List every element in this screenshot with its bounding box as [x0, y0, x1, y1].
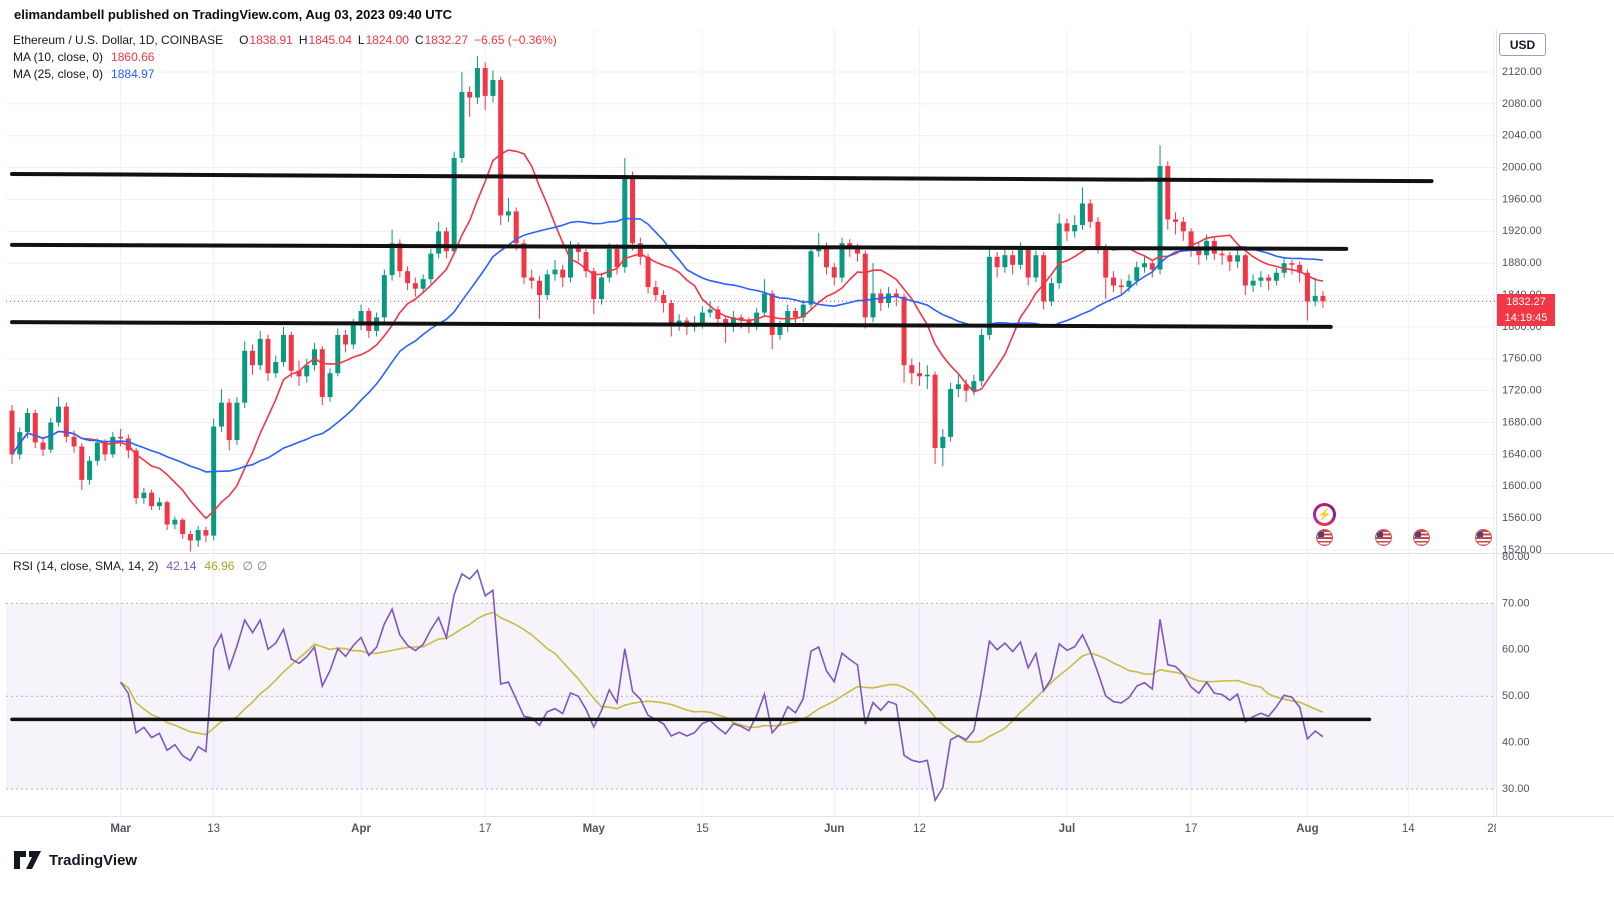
rsi-label[interactable]: RSI (14, close, SMA, 14, 2) [13, 558, 159, 573]
open-label: O [239, 32, 249, 47]
open-value: 1838.91 [249, 32, 293, 47]
last-price-value: 1832.27 [1497, 294, 1555, 310]
svg-text:60.00: 60.00 [1502, 644, 1530, 656]
tradingview-brand-text: TradingView [49, 851, 138, 869]
lightning-event-icon[interactable]: ⚡ [1313, 503, 1336, 526]
ma10-value: 1860.66 [111, 49, 155, 64]
svg-text:17: 17 [1185, 823, 1198, 835]
svg-text:Jul: Jul [1059, 823, 1076, 835]
currency-usd-button[interactable]: USD [1499, 33, 1546, 56]
svg-text:2080.00: 2080.00 [1502, 98, 1542, 110]
rsi-hidden-value-icon: ∅ [242, 558, 253, 573]
svg-text:70.00: 70.00 [1502, 597, 1530, 609]
svg-text:1600.00: 1600.00 [1502, 480, 1542, 492]
ma25-value: 1884.97 [111, 66, 155, 81]
rsi-value: 42.14 [166, 558, 197, 573]
ma10-row: MA (10, close, 0) 1860.66 [13, 48, 557, 65]
economic-event-flag-icon[interactable] [1413, 529, 1430, 546]
svg-text:12: 12 [913, 823, 926, 835]
svg-text:1760.00: 1760.00 [1502, 353, 1542, 365]
last-price-badge: 1832.27 14:19:45 [1497, 294, 1555, 326]
lightning-glyph: ⚡ [1316, 506, 1333, 523]
svg-text:1680.00: 1680.00 [1502, 416, 1542, 428]
svg-text:Mar: Mar [110, 823, 131, 835]
svg-text:1960.00: 1960.00 [1502, 193, 1542, 205]
rsi-legend: RSI (14, close, SMA, 14, 2) 42.14 46.96 … [13, 557, 267, 574]
svg-text:1560.00: 1560.00 [1502, 512, 1542, 524]
svg-text:Apr: Apr [351, 823, 371, 835]
change-value: −6.65 (−0.36%) [474, 32, 557, 47]
economic-event-flag-icon[interactable] [1375, 529, 1392, 546]
svg-text:2000.00: 2000.00 [1502, 162, 1542, 174]
svg-text:30.00: 30.00 [1502, 783, 1530, 795]
svg-text:40.00: 40.00 [1502, 737, 1530, 749]
svg-text:80.00: 80.00 [1502, 551, 1530, 563]
symbol-row: Ethereum / U.S. Dollar, 1D, COINBASE O 18… [13, 31, 557, 48]
svg-text:28: 28 [1487, 823, 1500, 835]
economic-event-flag-icon[interactable] [1316, 529, 1333, 546]
tradingview-footer[interactable]: TradingView [14, 847, 137, 873]
symbol-title[interactable]: Ethereum / U.S. Dollar, 1D, COINBASE [13, 32, 224, 47]
svg-text:15: 15 [696, 823, 709, 835]
svg-text:1720.00: 1720.00 [1502, 385, 1542, 397]
low-label: L [357, 32, 365, 47]
svg-text:17: 17 [479, 823, 492, 835]
close-value: 1832.27 [424, 32, 469, 47]
svg-text:1880.00: 1880.00 [1502, 257, 1542, 269]
svg-text:Jun: Jun [824, 823, 844, 835]
svg-text:14: 14 [1402, 823, 1415, 835]
high-value: 1845.04 [308, 32, 352, 47]
svg-text:50.00: 50.00 [1502, 690, 1530, 702]
ma10-label[interactable]: MA (10, close, 0) [13, 49, 104, 64]
attribution-text: elimandambell published on TradingView.c… [14, 7, 453, 22]
bar-countdown: 14:19:45 [1497, 310, 1555, 326]
chart-legend: Ethereum / U.S. Dollar, 1D, COINBASE O 18… [13, 31, 557, 82]
ma25-label[interactable]: MA (25, close, 0) [13, 66, 104, 81]
economic-event-flag-icon[interactable] [1475, 529, 1492, 546]
svg-text:Aug: Aug [1296, 823, 1318, 835]
close-label: C [414, 32, 424, 47]
svg-text:1640.00: 1640.00 [1502, 448, 1542, 460]
svg-text:13: 13 [207, 823, 220, 835]
svg-text:1520.00: 1520.00 [1502, 544, 1542, 556]
tradingview-logo-icon [14, 851, 41, 869]
svg-text:May: May [583, 823, 606, 835]
svg-text:2120.00: 2120.00 [1502, 66, 1542, 78]
ma25-row: MA (25, close, 0) 1884.97 [13, 65, 557, 82]
rsi-hidden-value-icon: ∅ [256, 558, 268, 573]
svg-text:1920.00: 1920.00 [1502, 225, 1542, 237]
high-label: H [298, 32, 308, 47]
rsi-ma-value: 46.96 [204, 558, 235, 573]
low-value: 1824.00 [365, 32, 409, 47]
svg-text:2040.00: 2040.00 [1502, 130, 1542, 142]
